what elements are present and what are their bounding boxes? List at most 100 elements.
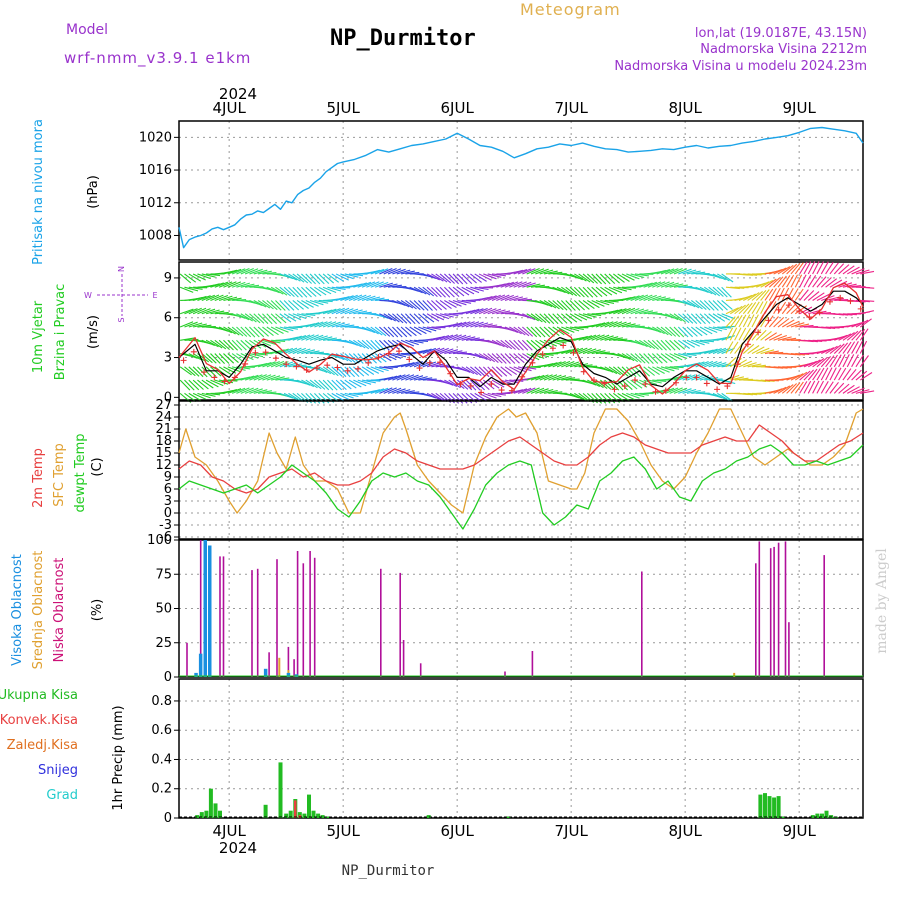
wind-barb xyxy=(309,379,322,390)
wind-barb xyxy=(773,276,784,288)
wind-marker xyxy=(375,354,382,361)
wind-barb xyxy=(617,322,632,328)
precip-bar xyxy=(208,788,213,818)
wind-barb xyxy=(509,281,523,288)
wind-barb xyxy=(747,345,760,355)
wind-barb xyxy=(439,334,454,341)
wind-barb xyxy=(283,273,298,281)
wind-barb xyxy=(452,334,467,341)
wind-barb xyxy=(734,304,746,315)
wind-marker xyxy=(272,355,279,362)
wind-barb xyxy=(383,283,398,288)
wind-barb xyxy=(630,294,644,301)
wind-barb xyxy=(673,313,686,323)
temp-dew-line xyxy=(178,444,864,530)
bottom-day-labels: 4JUL 5JUL 6JUL 7JUL 8JUL 9JUL xyxy=(213,822,817,840)
wind-barb xyxy=(245,284,260,288)
wind-barb xyxy=(366,339,377,351)
wind-barb xyxy=(747,314,755,328)
wind-barb xyxy=(253,362,268,368)
wind-barb xyxy=(699,300,711,311)
wind-barb xyxy=(539,299,553,308)
wind-barb xyxy=(747,363,762,368)
wind-barb xyxy=(682,339,695,348)
cloud-bar xyxy=(823,555,825,677)
y-tick-label: -6 xyxy=(159,530,172,545)
wind-barb xyxy=(323,337,337,341)
wind-barb xyxy=(253,299,267,308)
wind-barb xyxy=(418,286,431,296)
wind-barb xyxy=(708,347,722,355)
wind-barb xyxy=(561,348,575,355)
wind-barb xyxy=(712,362,727,368)
precip-conv-label: Konvek.Kisa xyxy=(0,713,78,728)
wind-barb xyxy=(305,322,320,328)
wind-barb xyxy=(847,386,860,394)
wind-barb xyxy=(777,301,787,315)
wind-barb xyxy=(833,263,845,275)
wind-barb xyxy=(513,297,528,302)
wind-barb xyxy=(452,286,465,297)
wind-barb xyxy=(812,358,825,368)
y-tick-label: 18 xyxy=(155,434,172,449)
wind-barb xyxy=(530,339,543,350)
wind-barb xyxy=(660,353,673,363)
wind-marker xyxy=(570,349,577,356)
wind-barb xyxy=(712,286,724,297)
wind-barb xyxy=(418,348,432,355)
wind-barb xyxy=(192,366,204,378)
cloud-bar xyxy=(203,540,207,677)
precip-frz-label: Zaledj.Kisa xyxy=(7,738,78,753)
wind-barb xyxy=(374,353,387,363)
bottom-day-label: 8JUL xyxy=(669,822,703,840)
wind-barb xyxy=(833,343,845,354)
wind-barb xyxy=(405,361,419,368)
wind-barb xyxy=(314,286,327,296)
wind-barb xyxy=(361,326,376,334)
y-tick-label: 9 xyxy=(164,271,172,286)
wind-barb xyxy=(699,286,713,295)
wind-barb xyxy=(258,390,273,394)
wind-barb xyxy=(214,353,225,364)
y-tick-label: 1012 xyxy=(139,196,172,211)
wind-barb xyxy=(205,309,220,315)
wind-barb xyxy=(296,334,311,341)
wind-barb xyxy=(318,309,333,315)
wind-barb xyxy=(825,367,833,381)
wind-barb xyxy=(604,299,619,303)
wind-barb xyxy=(327,273,340,283)
wind-barb xyxy=(595,273,607,285)
wind-barb xyxy=(504,339,516,350)
precip-snow-label: Snijeg xyxy=(38,763,78,778)
panel-frame xyxy=(178,120,864,261)
wind-barb xyxy=(188,307,202,315)
wind-barb xyxy=(231,366,246,371)
wind-barb xyxy=(206,392,221,396)
wind-barb xyxy=(205,283,220,288)
wind-barb xyxy=(301,379,315,388)
wind-barb xyxy=(418,300,429,311)
wind-barb xyxy=(335,307,350,315)
temp-unit: (C) xyxy=(90,457,105,476)
wind-barb xyxy=(301,286,312,298)
wind-barb xyxy=(383,326,395,338)
wind-barb xyxy=(677,339,691,349)
wind-barb xyxy=(439,379,454,386)
precip-bar xyxy=(776,796,781,818)
cloud-bar xyxy=(531,651,534,677)
y-tick-label: 0 xyxy=(164,390,172,405)
wind-barb xyxy=(673,374,688,381)
wind-barb xyxy=(621,323,636,328)
wind-barb xyxy=(777,266,791,275)
y-tick-label: 100 xyxy=(147,533,172,548)
y-tick-label: 0.6 xyxy=(151,723,172,738)
wind-barb xyxy=(591,322,606,328)
wind-barb xyxy=(807,380,816,394)
wind-barb xyxy=(807,291,820,301)
wind-barb xyxy=(712,313,726,322)
wind-barb xyxy=(833,367,842,381)
wind-barb xyxy=(422,392,437,399)
wind-barb xyxy=(478,273,492,281)
wind-barb xyxy=(210,353,221,364)
cloud-mid-label: Srednja Oblacnost xyxy=(31,551,46,670)
